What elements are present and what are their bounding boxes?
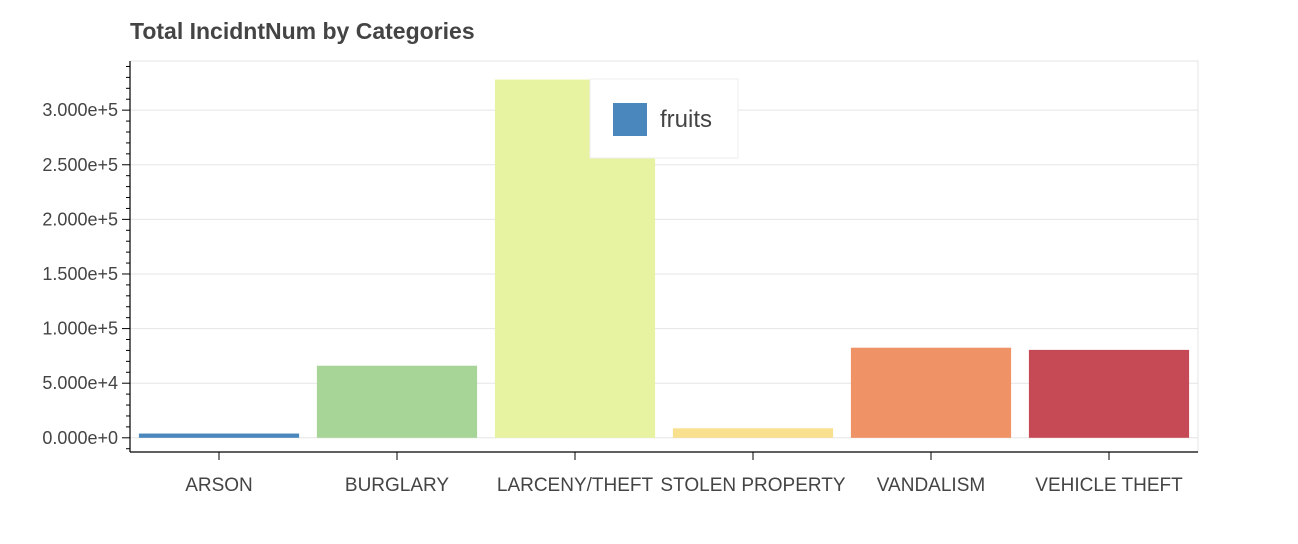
bar-vandalism: [850, 347, 1012, 438]
x-tick-label: VANDALISM: [877, 475, 985, 496]
y-tick-label: 0.000e+0: [42, 428, 118, 448]
bar-burglary: [316, 365, 478, 438]
y-tick-label: 2.000e+5: [42, 209, 118, 229]
y-tick-label: 2.500e+5: [42, 155, 118, 175]
y-axis: 0.000e+0 5.000e+4 1.000e+5 1.500e+5 2.000e+5…: [42, 61, 131, 452]
x-tick-label: ARSON: [185, 475, 253, 496]
grid-lines: [130, 109, 1198, 439]
bar-vehicle-theft: [1028, 349, 1190, 438]
y-tick-label: 1.000e+5: [42, 319, 118, 339]
legend-label: fruits: [660, 106, 712, 133]
bar-arson: [138, 433, 300, 438]
legend-swatch: [613, 103, 647, 136]
x-tick-label: STOLEN PROPERTY: [660, 475, 845, 496]
x-axis: ARSON BURGLARY LARCENY/THEFT STOLEN PROPERT…: [130, 451, 1198, 496]
x-tick-label: VEHICLE THEFT: [1035, 475, 1183, 496]
y-tick-label: 3.000e+5: [42, 100, 118, 120]
y-tick-label: 5.000e+4: [42, 373, 118, 393]
x-tick-label: LARCENY/THEFT: [497, 475, 654, 496]
legend: fruits: [589, 78, 739, 159]
y-tick-label: 1.500e+5: [42, 264, 118, 284]
bars: [138, 79, 1190, 438]
bar-stolen-property: [672, 428, 834, 438]
x-tick-label: BURGLARY: [345, 475, 450, 496]
chart-title: Total IncidntNum by Categories: [130, 18, 475, 44]
